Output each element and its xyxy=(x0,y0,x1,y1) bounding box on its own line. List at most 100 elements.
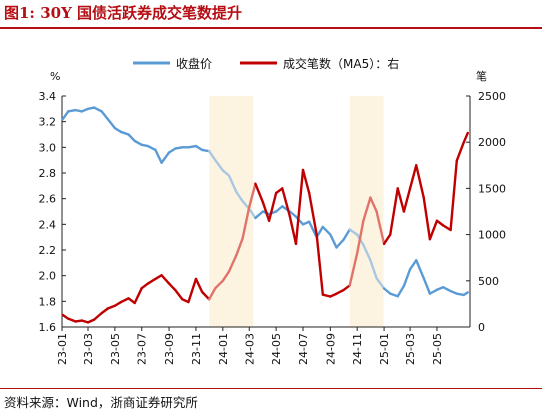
right-tick-label: 0 xyxy=(478,321,485,334)
count-line-segment xyxy=(187,277,198,304)
count-line-segment xyxy=(441,224,452,232)
count-line-segment xyxy=(281,187,291,218)
yield-line-segment xyxy=(160,151,171,164)
yield-line-segment xyxy=(119,130,130,136)
count-line-segment xyxy=(321,293,332,298)
title-rule xyxy=(0,27,542,29)
yield-line-segment xyxy=(248,207,257,220)
count-line-segment xyxy=(356,219,365,255)
left-axis-unit: % xyxy=(50,70,60,83)
count-line-segment xyxy=(422,196,432,241)
axes-layer: 1.6 1.8 2.0 2.2 2.4 2.6 2.8 3.0 3.2 3.4% 0 500 1000 1… xyxy=(39,69,507,365)
count-line-segment xyxy=(402,187,412,213)
highlight-layer xyxy=(209,96,384,327)
count-line-segment xyxy=(301,168,311,195)
yield-line-segment xyxy=(194,144,204,152)
yield-line-segment xyxy=(335,238,345,249)
yield-line-segment xyxy=(146,144,157,152)
legend-label-yield: 收盘价 xyxy=(176,56,212,71)
yield-line-segment xyxy=(288,210,298,218)
count-line-segment xyxy=(455,140,466,162)
right-tick-label: 500 xyxy=(478,275,499,288)
source-note: 资料来源：Wind，浙商证券研究所 xyxy=(4,395,198,410)
x-tick-label: 23-07 xyxy=(136,333,149,365)
x-tick-label: 23-09 xyxy=(163,333,176,365)
yield-line-segment xyxy=(214,158,225,172)
count-line-segment xyxy=(342,284,351,292)
yield-line-segment xyxy=(428,288,439,295)
figure-title: 图1: 30Y 国债活跃券成交笔数提升 xyxy=(4,4,243,22)
count-line-segment xyxy=(382,233,392,246)
count-line-segment xyxy=(307,191,318,236)
yield-line-segment xyxy=(100,110,110,121)
count-line-segment xyxy=(435,219,445,227)
count-line-segment xyxy=(146,277,157,285)
series-layer xyxy=(61,106,469,324)
yield-line-segment xyxy=(235,191,244,203)
legend: 收盘价 成交笔数（MA5）：右 xyxy=(133,56,399,71)
left-tick-label: 2.8 xyxy=(39,167,57,180)
count-line-segment xyxy=(248,182,257,209)
count-line-segment xyxy=(294,168,305,246)
left-tick-label: 1.6 xyxy=(39,321,57,334)
yield-line-segment xyxy=(382,287,392,295)
yield-line-segment xyxy=(254,210,265,220)
yield-line-segment xyxy=(415,259,425,280)
yield-line-segment xyxy=(113,126,123,134)
count-line-segment xyxy=(389,187,399,236)
count-line-segment xyxy=(261,201,271,222)
count-line-segment xyxy=(160,274,171,285)
yield-line-segment xyxy=(329,233,338,249)
yield-line-segment xyxy=(187,144,198,149)
x-tick-label: 24-01 xyxy=(217,333,230,365)
x-tick-label: 25-01 xyxy=(378,333,391,365)
yield-line-segment xyxy=(66,108,77,113)
right-axis-unit: 笔 xyxy=(476,69,487,83)
left-tick-label: 2.6 xyxy=(39,193,57,206)
left-tick-label: 2.4 xyxy=(39,218,57,231)
count-line-segment xyxy=(235,237,244,257)
yield-line-segment xyxy=(307,220,318,239)
yield-line-segment xyxy=(348,228,359,236)
yield-line-segment xyxy=(408,259,418,271)
count-line-segment xyxy=(408,164,418,190)
count-line-segment xyxy=(92,311,103,321)
x-tick-label: 24-09 xyxy=(324,333,337,365)
count-line-segment xyxy=(227,253,238,273)
x-tick-label: 23-01 xyxy=(56,333,69,365)
left-tick-label: 3.4 xyxy=(39,90,57,103)
left-tick-label: 3.0 xyxy=(39,141,57,154)
count-line-segment xyxy=(362,196,372,222)
footer-rule xyxy=(0,388,542,389)
left-tick-label: 2.0 xyxy=(39,270,57,283)
count-line-segment xyxy=(194,277,204,294)
count-line-segment xyxy=(127,297,136,305)
count-line-segment xyxy=(133,286,143,305)
yield-line-segment xyxy=(422,277,432,295)
count-line-segment xyxy=(428,219,439,241)
count-line-segment xyxy=(66,317,77,323)
x-tick-label: 23-11 xyxy=(190,333,203,365)
count-line-segment xyxy=(106,304,117,310)
x-tick-label: 25-03 xyxy=(404,333,417,365)
right-tick-label: 2500 xyxy=(478,90,506,103)
yield-line-segment xyxy=(106,117,117,130)
left-tick-label: 2.2 xyxy=(39,244,57,257)
yield-line-segment xyxy=(127,133,136,143)
right-tick-label: 1000 xyxy=(478,229,506,242)
count-line-segment xyxy=(415,164,425,199)
yield-line-segment xyxy=(154,148,163,164)
count-line-segment xyxy=(167,282,177,292)
yield-line-segment xyxy=(61,110,70,121)
yield-line-segment xyxy=(92,106,103,113)
count-line-segment xyxy=(335,288,345,295)
x-tick-label: 25-05 xyxy=(431,333,444,365)
count-line-segment xyxy=(221,270,231,282)
x-tick-label: 23-05 xyxy=(109,333,122,365)
yield-line-segment xyxy=(321,225,332,236)
yield-line-segment xyxy=(362,243,372,262)
yield-line-segment xyxy=(389,292,399,298)
x-tick-label: 24-03 xyxy=(243,333,256,365)
yield-line-segment xyxy=(294,215,305,226)
